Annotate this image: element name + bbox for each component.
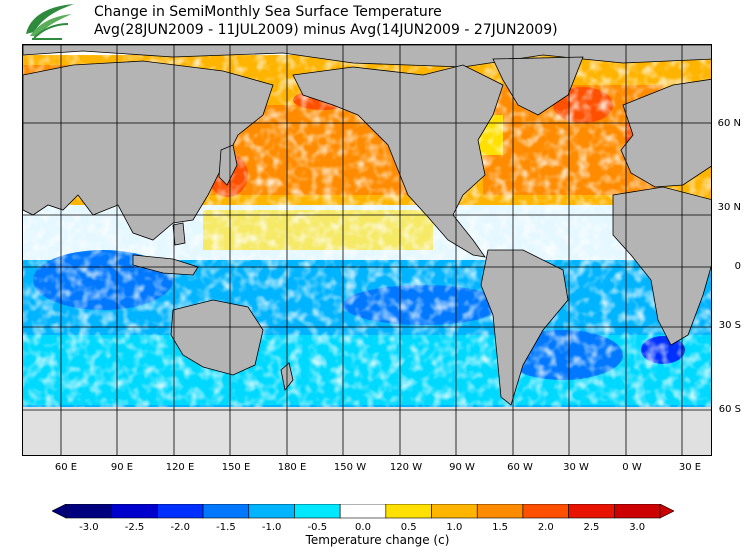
land-masses <box>23 45 711 406</box>
lon-label-180e: 180 E <box>277 462 307 473</box>
colorbar-swatch <box>614 504 661 519</box>
colorbar <box>52 504 674 519</box>
antarctic-ice <box>23 407 711 455</box>
colorbar-swatch <box>248 504 295 519</box>
colorbar-swatch <box>431 504 478 519</box>
lon-label-90e: 90 E <box>110 462 134 473</box>
colorbar-tick-label: -1.5 <box>216 522 236 533</box>
indonesia <box>132 254 199 276</box>
colorbar-swatch <box>339 504 387 519</box>
lon-label-150e: 150 E <box>221 462 251 473</box>
japan <box>218 144 238 186</box>
lon-label-30e: 30 E <box>678 462 702 473</box>
colorbar-swatch <box>65 504 112 519</box>
philippines <box>172 222 186 246</box>
colorbar-tick-label: -0.5 <box>307 522 328 533</box>
colorbar-tick-label: 0.5 <box>400 522 417 533</box>
lat-label-30n: 30 N <box>717 202 741 213</box>
europe <box>620 78 711 188</box>
lon-label-60w: 60 W <box>507 462 533 473</box>
colorbar-swatch <box>476 504 524 519</box>
page-subtitle: Avg(28JUN2009 - 11JUL2009) minus Avg(14J… <box>94 22 558 38</box>
colorbar-tick-label: 0.0 <box>355 522 371 533</box>
colorbar-swatch <box>202 504 250 519</box>
colorbar-tick-label: -3.0 <box>79 522 99 533</box>
lon-label-30w: 30 W <box>563 462 589 473</box>
colorbar-tick-label: 2.5 <box>583 522 600 533</box>
lon-label-120w: 120 W <box>389 462 423 473</box>
colorbar-tick-label: 3.0 <box>629 522 646 533</box>
lon-label-120e: 120 E <box>165 462 195 473</box>
colorbar-arrow-max <box>659 504 674 519</box>
colorbar-title: Temperature change (c) <box>305 533 450 547</box>
colorbar-tick-label: 2.0 <box>537 522 554 533</box>
colorbar-tick-label: -2.0 <box>170 522 190 533</box>
lat-label-30s: 30 S <box>718 320 741 331</box>
north-america <box>292 64 504 258</box>
lon-label-90w: 90 W <box>449 462 475 473</box>
lat-label-60s: 60 S <box>718 404 741 415</box>
arctic-land <box>23 45 711 68</box>
colorbar-tick-label: -2.5 <box>124 522 145 533</box>
colorbar-swatch <box>385 504 432 519</box>
colorbar-tick-label: 1.0 <box>446 522 463 533</box>
colorbar-arrow-min <box>52 504 67 519</box>
leaf-swirl-logo-icon <box>26 4 74 40</box>
sst-change-map <box>22 44 712 456</box>
colorbar-swatch <box>568 504 615 519</box>
map-canvas <box>23 45 711 455</box>
page-title: Change in SemiMonthly Sea Surface Temper… <box>94 4 442 20</box>
africa <box>612 186 711 346</box>
lon-label-60e: 60 E <box>54 462 78 473</box>
graticule <box>23 45 711 455</box>
greenland <box>492 56 584 116</box>
australia <box>170 299 264 376</box>
lat-label-0: 0 <box>734 261 741 272</box>
lon-label-150w: 150 W <box>333 462 367 473</box>
asia <box>23 60 274 241</box>
colorbar-tick-label: 1.5 <box>492 522 509 533</box>
colorbar-swatch <box>522 504 569 519</box>
colorbar-swatch <box>111 504 158 519</box>
lon-label-0w: 0 W <box>622 462 642 473</box>
colorbar-tick-label: -1.0 <box>261 522 282 533</box>
colorbar-swatch <box>157 504 204 519</box>
colorbar-swatch <box>294 504 341 519</box>
lat-label-60n: 60 N <box>717 118 741 129</box>
